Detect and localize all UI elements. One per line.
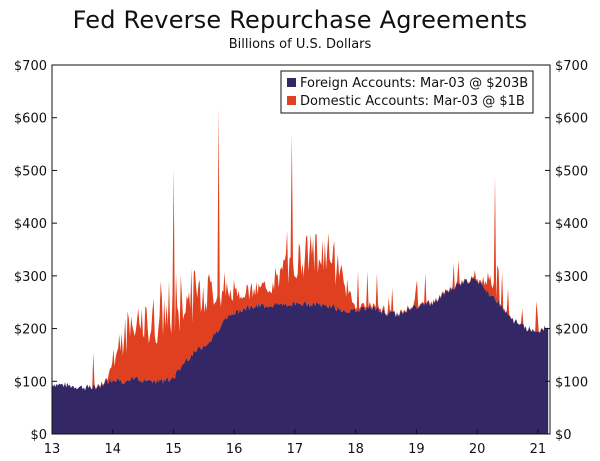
legend-swatch-domestic	[287, 96, 296, 105]
x-tick-label: 18	[347, 442, 364, 457]
y-tick-label-left: $500	[14, 164, 47, 179]
x-tick-label: 16	[226, 442, 243, 457]
y-tick-label-right: $0	[555, 428, 572, 443]
x-tick-label: 19	[408, 442, 425, 457]
chart-title: Fed Reverse Repurchase Agreements	[72, 6, 528, 34]
x-tick-label: 20	[469, 442, 486, 457]
legend-label-foreign: Foreign Accounts: Mar-03 @ $203B	[300, 76, 528, 91]
x-tick-label: 14	[104, 442, 121, 457]
y-tick-label-right: $600	[555, 112, 588, 127]
y-tick-label-left: $100	[14, 375, 47, 390]
y-tick-label-left: $400	[14, 217, 47, 232]
y-tick-label-left: $200	[14, 323, 47, 338]
y-tick-label-right: $700	[555, 59, 588, 74]
y-tick-label-right: $500	[555, 164, 588, 179]
x-tick-label: 21	[530, 442, 547, 457]
y-tick-label-left: $300	[14, 270, 47, 285]
legend-box	[280, 70, 534, 114]
x-tick-label: 13	[44, 442, 61, 457]
x-tick-label: 17	[287, 442, 304, 457]
y-tick-label-right: $200	[555, 323, 588, 338]
y-tick-label-right: $300	[555, 270, 588, 285]
legend: Foreign Accounts: Mar-03 @ $203B Domesti…	[280, 70, 534, 114]
legend-swatch-foreign	[287, 78, 296, 87]
legend-label-domestic: Domestic Accounts: Mar-03 @ $1B	[300, 94, 525, 109]
x-tick-label: 15	[165, 442, 182, 457]
foreign-accounts-area	[52, 277, 549, 434]
y-tick-label-left: $0	[30, 428, 47, 443]
plot-frame	[51, 64, 551, 435]
chart-subtitle: Billions of U.S. Dollars	[228, 37, 372, 52]
y-tick-label-left: $700	[14, 59, 47, 74]
y-tick-label-right: $100	[555, 375, 588, 390]
y-tick-label-right: $400	[555, 217, 588, 232]
domestic-accounts-area	[52, 107, 549, 391]
y-tick-label-left: $600	[14, 112, 47, 127]
